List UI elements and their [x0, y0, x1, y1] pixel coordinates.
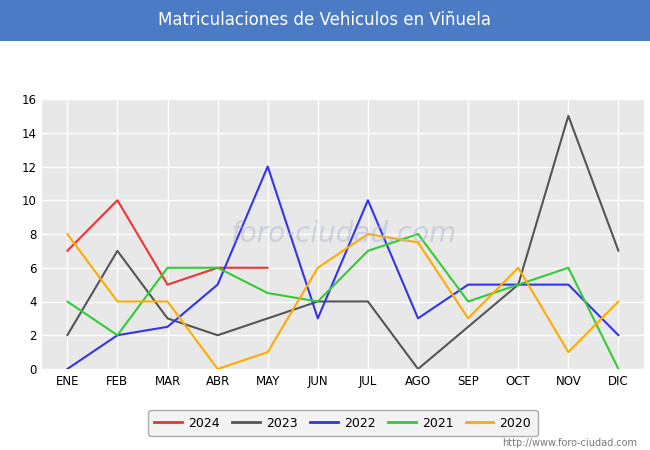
Text: Matriculaciones de Vehiculos en Viñuela: Matriculaciones de Vehiculos en Viñuela	[159, 11, 491, 29]
Legend: 2024, 2023, 2022, 2021, 2020: 2024, 2023, 2022, 2021, 2020	[148, 410, 538, 436]
Text: foro-ciudad.com: foro-ciudad.com	[230, 220, 456, 248]
Text: http://www.foro-ciudad.com: http://www.foro-ciudad.com	[502, 438, 637, 448]
